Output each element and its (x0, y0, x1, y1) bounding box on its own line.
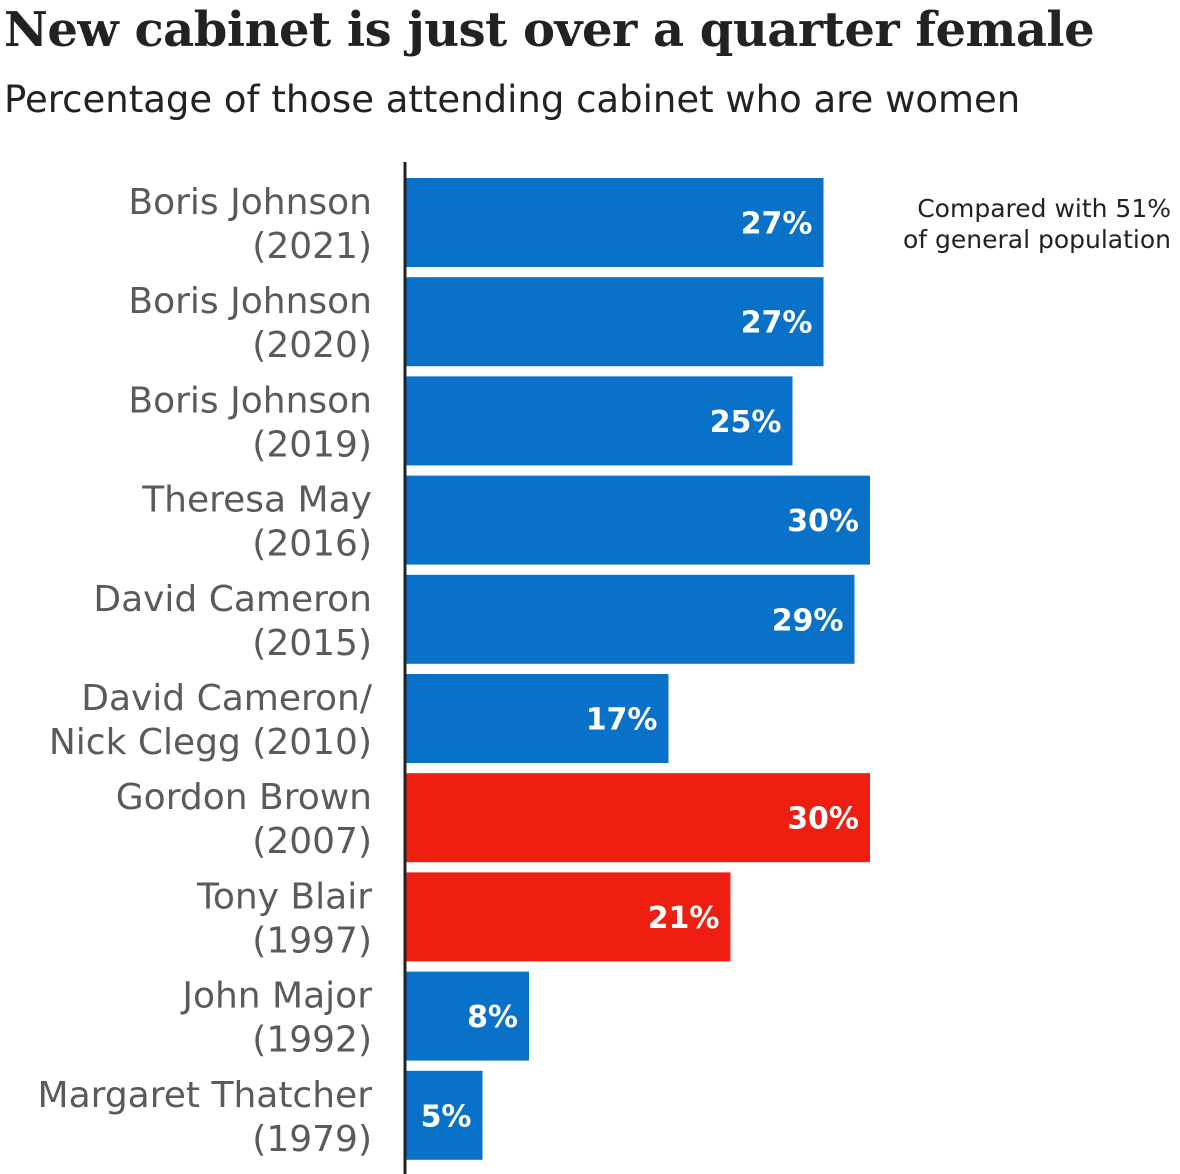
population-note: Compared with 51% of general population (903, 194, 1171, 254)
category-label-5-line-0: David Cameron/ (81, 678, 373, 719)
category-label-7-line-0: Tony Blair (196, 876, 372, 917)
value-label-4: 29% (772, 603, 844, 638)
category-label-5-line-1: Nick Clegg (2010) (49, 722, 372, 763)
chart-subtitle: Percentage of those attending cabinet wh… (4, 78, 1021, 121)
category-label-9-line-1: (1979) (252, 1119, 372, 1160)
category-label-0-line-1: (2021) (252, 226, 372, 267)
value-label-5: 17% (586, 703, 658, 738)
value-label-6: 30% (787, 802, 859, 837)
category-label-1-line-1: (2020) (252, 325, 372, 366)
category-label-9-line-0: Margaret Thatcher (38, 1075, 373, 1116)
chart-title: New cabinet is just over a quarter femal… (4, 2, 1095, 58)
category-label-7-line-1: (1997) (252, 920, 372, 961)
category-label-6-line-1: (2007) (252, 821, 372, 862)
category-label-3-line-1: (2016) (252, 524, 372, 565)
bar-3 (405, 475, 870, 565)
category-label-4-line-1: (2015) (252, 623, 372, 664)
category-label-6-line-0: Gordon Brown (116, 777, 372, 818)
bar-0 (405, 178, 824, 267)
category-label-0-line-0: Boris Johnson (128, 182, 372, 223)
bar-9 (405, 1070, 483, 1160)
bar-1 (405, 277, 824, 367)
population-note-line-0: Compared with 51% (917, 194, 1171, 223)
bars-group: 27% 27% 25% 30% 29% 17% 30% 21% 8% 5% (405, 178, 870, 1160)
category-label-3-line-0: Theresa May (141, 480, 372, 521)
category-label-8-line-1: (1992) (252, 1020, 372, 1061)
category-label-2-line-1: (2019) (252, 424, 372, 465)
bar-6 (405, 773, 870, 863)
bar-7 (405, 872, 731, 962)
bar-8 (405, 971, 529, 1061)
value-label-9: 5% (421, 1099, 472, 1134)
bar-5 (405, 674, 669, 763)
bar-4 (405, 574, 855, 664)
bar-2 (405, 376, 793, 466)
value-label-0: 27% (741, 207, 813, 242)
value-label-2: 25% (710, 405, 782, 440)
category-label-2-line-0: Boris Johnson (128, 380, 372, 421)
value-label-1: 27% (741, 306, 813, 341)
category-label-4-line-0: David Cameron (93, 579, 372, 620)
value-label-8: 8% (467, 1000, 518, 1035)
value-label-3: 30% (787, 504, 859, 539)
category-label-8-line-0: John Major (180, 976, 372, 1017)
value-label-7: 21% (648, 901, 720, 936)
population-note-line-1: of general population (903, 225, 1171, 254)
category-label-1-line-0: Boris Johnson (128, 281, 372, 322)
category-labels-group: Boris Johnson(2021)Boris Johnson(2020)Bo… (38, 182, 373, 1160)
